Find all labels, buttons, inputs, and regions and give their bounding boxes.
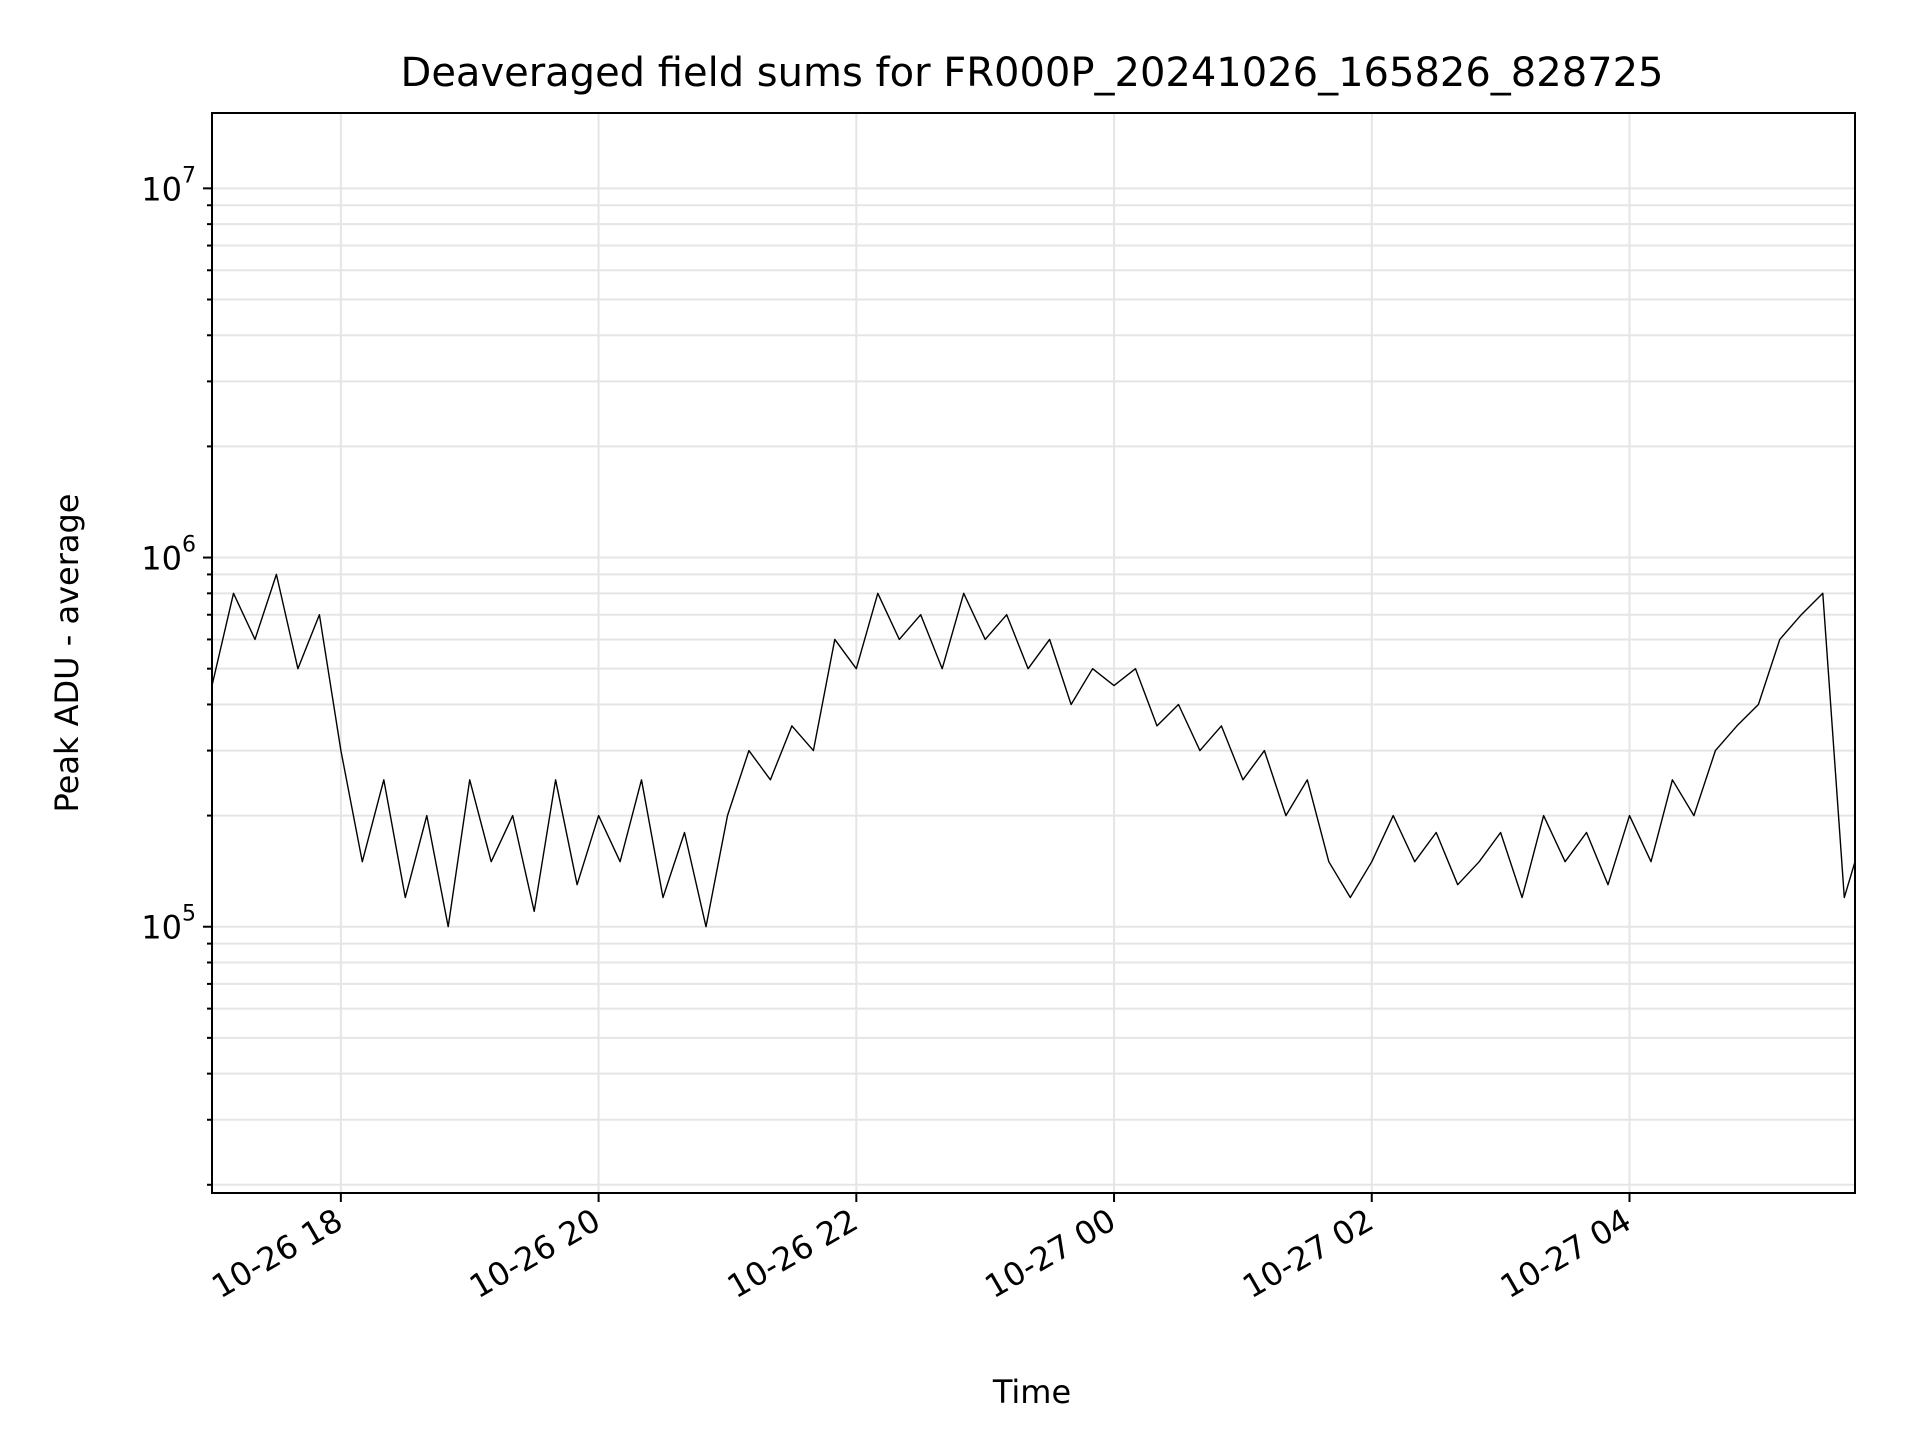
y-axis: 105 106 107 — [141, 163, 212, 1186]
chart-title: Deaveraged field sums for FR000P_2024102… — [401, 50, 1664, 96]
series-group — [211, 573, 1856, 928]
y-tick-label: 105 — [141, 902, 196, 947]
plot-area — [211, 112, 1856, 1194]
grid-lines — [212, 113, 1855, 1193]
y-tick-label: 106 — [141, 533, 196, 578]
axes-frame — [211, 112, 1856, 1194]
x-axis-label: Time — [992, 1373, 1071, 1411]
plot-background — [212, 113, 1855, 1193]
series-line — [211, 573, 1856, 928]
y-tick-label: 107 — [141, 163, 196, 208]
y-axis-label: Peak ADU - average — [48, 494, 86, 813]
